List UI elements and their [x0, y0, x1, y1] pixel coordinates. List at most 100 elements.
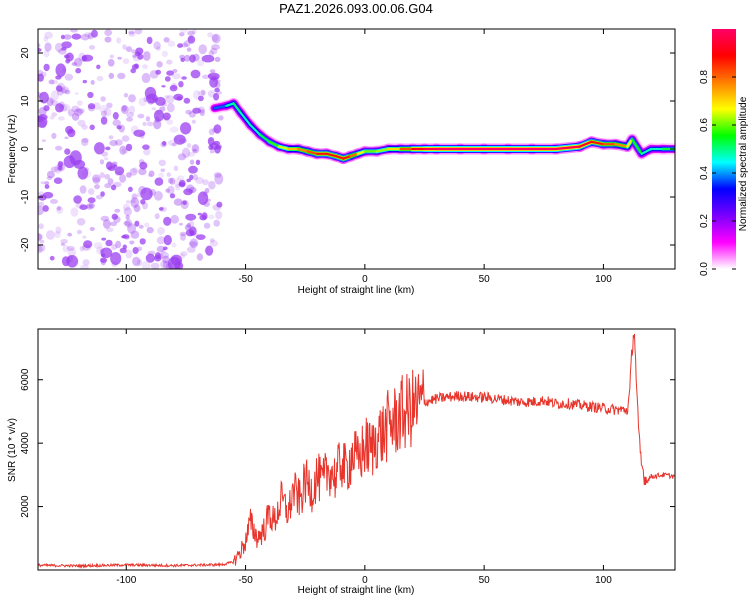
- noise-speckle: [210, 47, 218, 55]
- noise-speckle: [111, 244, 118, 250]
- noise-speckle: [138, 97, 147, 107]
- noise-speckle: [196, 234, 206, 241]
- noise-speckle: [139, 161, 148, 170]
- noise-speckle: [122, 58, 130, 65]
- noise-speckle: [129, 240, 135, 245]
- noise-speckle: [191, 119, 196, 124]
- noise-speckle: [173, 138, 178, 141]
- noise-speckle: [93, 102, 101, 111]
- noise-speckle: [61, 41, 72, 49]
- noise-speckle: [103, 157, 109, 161]
- noise-speckle: [176, 175, 185, 181]
- x-tick-label: -50: [238, 575, 253, 586]
- noise-speckle: [49, 115, 55, 120]
- noise-speckle: [77, 100, 83, 106]
- snr-series-line: [38, 333, 675, 569]
- colorbar-tick-label: 0.6: [699, 118, 710, 132]
- noise-speckle: [209, 69, 216, 73]
- noise-speckle: [179, 32, 185, 37]
- noise-speckle: [115, 240, 122, 249]
- noise-speckle: [64, 148, 71, 155]
- noise-speckle: [55, 145, 63, 151]
- noise-speckle: [43, 49, 50, 58]
- ridge-segment: [239, 111, 252, 127]
- noise-speckle: [125, 172, 132, 178]
- noise-speckle: [158, 207, 164, 211]
- noise-speckle: [123, 207, 132, 216]
- noise-speckle: [44, 31, 53, 39]
- noise-speckle: [64, 136, 69, 140]
- noise-speckle: [158, 159, 166, 166]
- noise-speckle: [76, 108, 85, 114]
- noise-speckle: [73, 57, 83, 67]
- noise-speckle: [73, 195, 82, 204]
- noise-speckle: [188, 241, 198, 247]
- ridge-segment: [258, 133, 271, 143]
- noise-speckle: [89, 124, 95, 131]
- noise-speckle: [138, 159, 145, 165]
- noise-speckle: [151, 107, 157, 111]
- noise-speckle: [105, 146, 111, 151]
- noise-speckle: [126, 200, 131, 204]
- noise-speckle: [211, 34, 219, 42]
- noise-speckle: [138, 224, 144, 229]
- noise-speckle: [132, 167, 139, 174]
- noise-speckle: [142, 260, 151, 269]
- noise-speckle: [101, 237, 107, 241]
- noise-speckle: [199, 109, 205, 117]
- noise-speckle: [213, 124, 222, 134]
- noise-speckle: [130, 230, 140, 239]
- noise-speckle: [140, 199, 146, 205]
- ridge-segment: [296, 147, 309, 153]
- noise-speckle: [106, 227, 114, 232]
- noise-speckle: [104, 183, 112, 189]
- noise-speckle: [89, 226, 95, 232]
- noise-speckle: [154, 177, 164, 186]
- noise-speckle: [149, 189, 156, 196]
- noise-speckle: [198, 44, 207, 55]
- noise-speckle: [81, 124, 88, 130]
- noise-speckle: [163, 234, 172, 246]
- noise-speckle: [186, 47, 192, 52]
- noise-speckle: [188, 186, 197, 194]
- noise-speckle: [161, 101, 168, 107]
- noise-speckle: [83, 240, 93, 249]
- noise-speckle: [38, 201, 45, 207]
- bottom-y-axis-label: SNR (10 * v/v): [7, 418, 18, 482]
- noise-speckle: [166, 262, 173, 269]
- noise-speckle: [200, 89, 206, 96]
- noise-speckle: [91, 29, 98, 38]
- noise-speckle: [195, 159, 201, 165]
- noise-speckle: [105, 239, 113, 247]
- noise-speckle: [155, 69, 161, 75]
- noise-speckle: [111, 261, 118, 267]
- noise-speckle: [193, 173, 198, 181]
- noise-speckle: [64, 73, 74, 81]
- ridge-segment: [614, 143, 629, 148]
- noise-speckle: [187, 35, 196, 44]
- noise-speckle: [170, 214, 179, 224]
- noise-speckle: [48, 79, 55, 85]
- noise-speckle: [58, 101, 65, 109]
- noise-speckle: [160, 260, 169, 269]
- noise-speckle: [213, 140, 221, 146]
- noise-speckle: [109, 140, 118, 147]
- noise-speckle: [136, 259, 143, 267]
- noise-speckle: [96, 75, 104, 82]
- noise-speckle: [50, 79, 59, 85]
- noise-speckle: [162, 141, 167, 146]
- noise-speckle: [87, 103, 96, 110]
- noise-speckle: [139, 238, 146, 245]
- noise-speckle: [207, 32, 214, 38]
- noise-speckle: [82, 79, 88, 84]
- noise-speckle: [55, 63, 67, 77]
- noise-speckle: [137, 113, 145, 119]
- noise-speckle: [153, 119, 162, 130]
- noise-speckle: [142, 202, 148, 210]
- noise-speckle: [70, 207, 79, 217]
- noise-speckle: [40, 71, 47, 78]
- noise-speckle: [38, 233, 43, 241]
- ridge-segment: [630, 138, 643, 155]
- noise-speckle: [56, 162, 66, 172]
